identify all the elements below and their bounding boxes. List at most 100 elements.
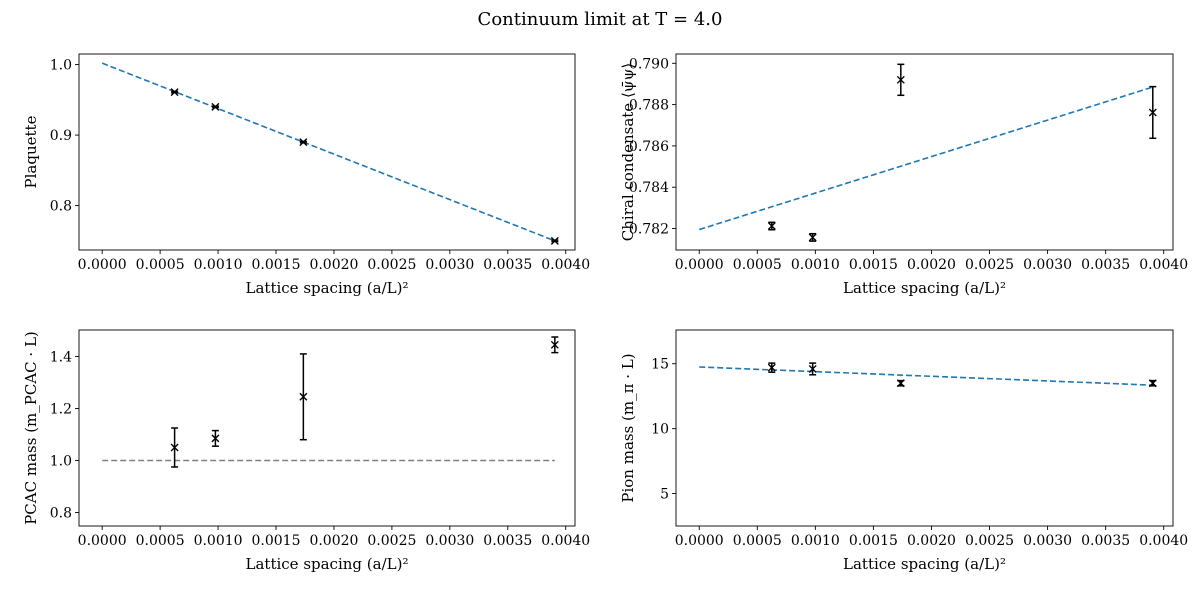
- y-tick-label: 1.0: [50, 453, 72, 469]
- x-tick-label: 0.0000: [78, 533, 127, 549]
- data-point: [550, 236, 559, 245]
- x-marker: [550, 236, 559, 245]
- data-point: [896, 379, 905, 388]
- x-tick-label: 0.0010: [194, 257, 243, 273]
- x-tick-label: 0.0030: [1023, 257, 1072, 273]
- x-axis-label: Lattice spacing (a/L)²: [246, 279, 409, 297]
- data-point: [170, 88, 179, 97]
- y-axis-label: PCAC mass (m_PCAC · L): [22, 331, 40, 525]
- x-tick-label: 0.0015: [252, 533, 301, 549]
- x-tick-label: 0.0000: [675, 257, 724, 273]
- x-tick-label: 0.0010: [791, 533, 840, 549]
- y-tick-label: 15: [651, 357, 669, 373]
- x-marker: [299, 392, 308, 401]
- x-tick-label: 0.0005: [136, 257, 185, 273]
- panel-chiral-condensate: 0.0000 0.0005 0.0010 0.0015 0.0020 0.0025 0.00…: [619, 53, 1188, 297]
- x-tick-label: 0.0010: [791, 257, 840, 273]
- x-tick-label: 0.0010: [194, 533, 243, 549]
- y-axis-label: Pion mass (m_π · L): [619, 353, 637, 502]
- y-tick-label: 0.9: [50, 128, 72, 144]
- data-point: [767, 362, 776, 373]
- x-tick-label: 0.0030: [425, 257, 474, 273]
- axes-frame: [78, 53, 576, 251]
- axes-frame: [78, 329, 576, 527]
- x-marker: [550, 340, 559, 349]
- y-tick-label: 0.784: [629, 180, 669, 196]
- fit-line: [101, 62, 556, 242]
- y-tick-label: 0.8: [50, 199, 72, 215]
- x-marker: [896, 75, 905, 84]
- x-tick-label: 0.0040: [1139, 533, 1188, 549]
- x-marker: [767, 363, 776, 372]
- data-point: [1148, 379, 1157, 388]
- y-tick-label: 5: [660, 487, 669, 503]
- data-point: [808, 232, 817, 242]
- x-tick-label: 0.0035: [483, 257, 532, 273]
- x-marker: [170, 88, 179, 97]
- y-tick-label: 0.788: [629, 98, 669, 114]
- fit-line: [699, 366, 1153, 386]
- data-point: [550, 336, 559, 354]
- x-marker: [1148, 379, 1157, 388]
- y-tick-label: 0.782: [629, 222, 669, 238]
- x-marker: [808, 364, 817, 373]
- figure-title: Continuum limit at T = 4.0: [478, 9, 723, 30]
- x-marker: [211, 102, 220, 111]
- x-tick-label: 0.0015: [849, 533, 898, 549]
- x-marker: [170, 443, 179, 452]
- x-marker: [299, 138, 308, 147]
- x-tick-label: 0.0030: [1023, 533, 1072, 549]
- panel-plaquette: 0.0000 0.0005 0.0010 0.0015 0.0020 0.0025 0.00…: [22, 53, 590, 297]
- x-tick-label: 0.0040: [541, 533, 590, 549]
- y-tick-label: 1.0: [50, 58, 72, 74]
- data-point: [299, 353, 308, 441]
- x-tick-label: 0.0035: [1081, 533, 1130, 549]
- x-tick-label: 0.0020: [309, 257, 358, 273]
- x-tick-label: 0.0015: [252, 257, 301, 273]
- x-tick-label: 0.0020: [907, 533, 956, 549]
- x-tick-label: 0.0020: [309, 533, 358, 549]
- fit-line: [698, 86, 1154, 231]
- x-tick-label: 0.0005: [136, 533, 185, 549]
- axes-frame: [675, 329, 1174, 527]
- y-tick-label: 1.2: [50, 402, 72, 418]
- y-tick-label: 0.8: [50, 505, 72, 521]
- x-axis-label: Lattice spacing (a/L)²: [843, 279, 1006, 297]
- y-tick-label: 0.786: [629, 139, 669, 155]
- x-tick-label: 0.0025: [965, 257, 1014, 273]
- data-point: [767, 221, 776, 231]
- x-tick-label: 0.0025: [367, 257, 416, 273]
- x-tick-label: 0.0020: [907, 257, 956, 273]
- panel-pcac-mass: 0.0000 0.0005 0.0010 0.0015 0.0020 0.0025 0.00…: [22, 329, 590, 573]
- x-tick-label: 0.0015: [849, 257, 898, 273]
- panel-pion-mass: 0.0000 0.0005 0.0010 0.0015 0.0020 0.0025 0.00…: [619, 329, 1188, 573]
- data-point: [211, 102, 220, 111]
- data-point: [1148, 85, 1157, 140]
- data-point: [808, 362, 817, 376]
- data-point: [896, 63, 905, 97]
- x-marker: [211, 434, 220, 443]
- x-marker: [808, 233, 817, 242]
- y-axis-label: Plaquette: [22, 115, 40, 188]
- x-tick-label: 0.0030: [425, 533, 474, 549]
- x-axis-label: Lattice spacing (a/L)²: [246, 555, 409, 573]
- x-tick-label: 0.0005: [733, 533, 782, 549]
- x-marker: [1148, 108, 1157, 117]
- x-tick-label: 0.0040: [541, 257, 590, 273]
- x-tick-label: 0.0005: [733, 257, 782, 273]
- y-axis-label: Chiral condensate ⟨ψ̄ψ⟩: [619, 63, 637, 241]
- axes-frame: [675, 53, 1174, 251]
- data-point: [299, 138, 308, 147]
- x-tick-label: 0.0035: [483, 533, 532, 549]
- y-tick-label: 1.4: [50, 350, 72, 366]
- x-marker: [896, 379, 905, 388]
- data-point: [170, 427, 179, 468]
- y-tick-label: 10: [651, 422, 669, 438]
- x-tick-label: 0.0040: [1139, 257, 1188, 273]
- x-tick-label: 0.0000: [675, 533, 724, 549]
- data-point: [211, 429, 220, 447]
- x-tick-label: 0.0025: [965, 533, 1014, 549]
- x-axis-label: Lattice spacing (a/L)²: [843, 555, 1006, 573]
- x-tick-label: 0.0035: [1081, 257, 1130, 273]
